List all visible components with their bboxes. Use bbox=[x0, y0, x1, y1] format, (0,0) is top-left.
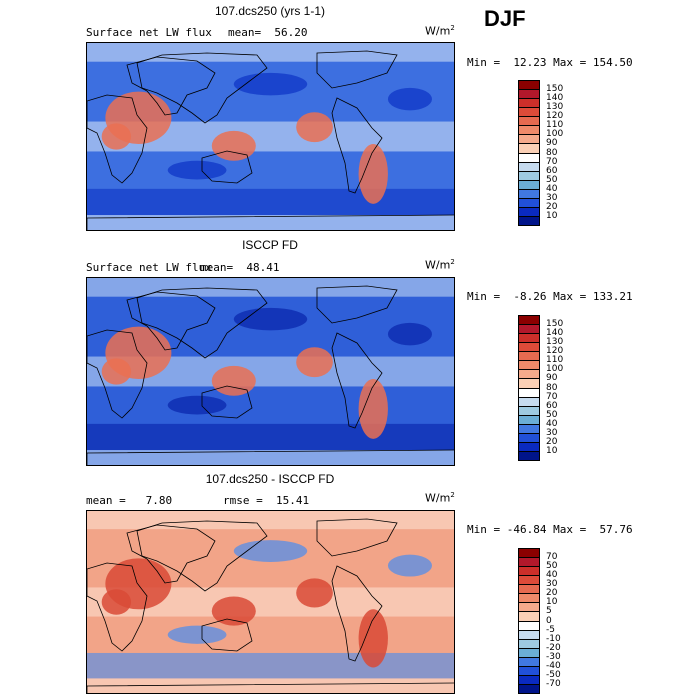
map-field bbox=[87, 43, 454, 230]
colorbar-tick-label: 100 bbox=[546, 129, 564, 140]
colorbar-tick-label: 30 bbox=[546, 579, 558, 590]
colorbar-tick-label: 130 bbox=[546, 337, 564, 348]
colorbar-tick-label: 30 bbox=[546, 192, 558, 203]
colorbar-tick-label: 20 bbox=[546, 436, 558, 447]
season-label: DJF bbox=[484, 6, 526, 31]
coastline bbox=[331, 97, 383, 194]
colorbar-tick-label: 140 bbox=[546, 328, 564, 339]
panel2-colorbar bbox=[518, 315, 540, 461]
colorbar-tick-label: 5 bbox=[546, 606, 552, 617]
panel2-title: ISCCP FD bbox=[242, 238, 298, 252]
colorbar-tick-label: 80 bbox=[546, 382, 558, 393]
coastline bbox=[136, 287, 268, 359]
colorbar-tick-label: 40 bbox=[546, 570, 558, 581]
colorbar-tick-label: 50 bbox=[546, 174, 558, 185]
colorbar-tick-label: 140 bbox=[546, 93, 564, 104]
coastline bbox=[136, 520, 268, 592]
colorbar-tick-label: -50 bbox=[546, 669, 561, 680]
panel2-minmax: Min = -8.26 Max = 133.21 bbox=[467, 290, 633, 303]
panel1-units: W/m2 bbox=[425, 24, 455, 38]
colorbar-tick-label: 120 bbox=[546, 111, 564, 122]
coastline bbox=[126, 524, 216, 584]
coastline bbox=[316, 285, 398, 324]
panel2-subtitle: Surface net LW flux bbox=[86, 261, 212, 274]
coastline bbox=[126, 56, 216, 116]
colorbar-tick-label: -20 bbox=[546, 642, 561, 653]
colorbar-tick-label: 100 bbox=[546, 364, 564, 375]
coastline bbox=[126, 291, 216, 351]
coastline bbox=[331, 565, 383, 662]
colorbar-tick-label: 150 bbox=[546, 319, 564, 330]
colorbar-tick-label: 50 bbox=[546, 409, 558, 420]
panel1-map bbox=[86, 42, 455, 231]
panel3-units: W/m2 bbox=[425, 491, 455, 505]
panel1-minmax: Min = 12.23 Max = 154.50 bbox=[467, 56, 633, 69]
colorbar-tick-label: 70 bbox=[546, 391, 558, 402]
coastline bbox=[87, 214, 454, 230]
panel3-minmax: Min = -46.84 Max = 57.76 bbox=[467, 523, 633, 536]
colorbar-tick-label: 120 bbox=[546, 346, 564, 357]
colorbar-segment bbox=[518, 683, 540, 694]
colorbar-tick-label: 110 bbox=[546, 120, 564, 131]
map-field bbox=[87, 511, 454, 693]
colorbar-tick-label: -40 bbox=[546, 660, 561, 671]
coastline bbox=[331, 332, 383, 429]
coastline bbox=[87, 94, 148, 184]
coastline bbox=[201, 618, 253, 652]
colorbar-tick-label: 40 bbox=[546, 183, 558, 194]
colorbar-tick-label: 30 bbox=[546, 427, 558, 438]
colorbar-tick-label: 70 bbox=[546, 156, 558, 167]
coastline bbox=[87, 449, 454, 465]
colorbar-tick-label: -30 bbox=[546, 651, 561, 662]
panel1-colorbar bbox=[518, 80, 540, 226]
colorbar-tick-label: 10 bbox=[546, 597, 558, 608]
panel2-map bbox=[86, 277, 455, 466]
coastline bbox=[316, 50, 398, 89]
colorbar-tick-label: 10 bbox=[546, 445, 558, 456]
colorbar-tick-label: 20 bbox=[546, 201, 558, 212]
colorbar-tick-label: -10 bbox=[546, 633, 561, 644]
panel1-mean: mean= 56.20 bbox=[228, 26, 308, 39]
colorbar-tick-label: 80 bbox=[546, 147, 558, 158]
colorbar-tick-label: 70 bbox=[546, 552, 558, 563]
colorbar-tick-label: -5 bbox=[546, 624, 555, 635]
coastline bbox=[201, 385, 253, 419]
panel3-mean: mean = 7.80 bbox=[86, 494, 173, 507]
colorbar-tick-label: 0 bbox=[546, 615, 552, 626]
colorbar-tick-label: -70 bbox=[546, 678, 561, 689]
panel1-title: 107.dcs250 (yrs 1-1) bbox=[214, 4, 326, 18]
colorbar-segment bbox=[518, 215, 540, 226]
coastline bbox=[201, 150, 253, 184]
panel3-rmse: rmse = 15.41 bbox=[223, 494, 310, 507]
colorbar-tick-label: 60 bbox=[546, 165, 558, 176]
colorbar-tick-label: 90 bbox=[546, 373, 558, 384]
colorbar-tick-label: 150 bbox=[546, 84, 564, 95]
panel3-title: 107.dcs250 - ISCCP FD bbox=[205, 472, 335, 486]
colorbar-tick-label: 130 bbox=[546, 102, 564, 113]
colorbar-tick-label: 90 bbox=[546, 138, 558, 149]
colorbar-tick-label: 40 bbox=[546, 418, 558, 429]
colorbar-tick-label: 10 bbox=[546, 210, 558, 221]
coastline bbox=[87, 562, 148, 652]
panel3-colorbar bbox=[518, 548, 540, 694]
coastline bbox=[136, 52, 268, 124]
colorbar-tick-label: 110 bbox=[546, 355, 564, 366]
colorbar-tick-label: 20 bbox=[546, 588, 558, 599]
panel3-map bbox=[86, 510, 455, 694]
coastline bbox=[87, 682, 454, 693]
map-field bbox=[87, 278, 454, 465]
colorbar-tick-label: 50 bbox=[546, 561, 558, 572]
panel1-subtitle: Surface net LW flux bbox=[86, 26, 212, 39]
coastline bbox=[316, 518, 398, 557]
coastline bbox=[87, 329, 148, 419]
colorbar-segment bbox=[518, 450, 540, 461]
colorbar-tick-label: 60 bbox=[546, 400, 558, 411]
panel2-units: W/m2 bbox=[425, 258, 455, 272]
panel2-mean: mean= 48.41 bbox=[200, 261, 280, 274]
